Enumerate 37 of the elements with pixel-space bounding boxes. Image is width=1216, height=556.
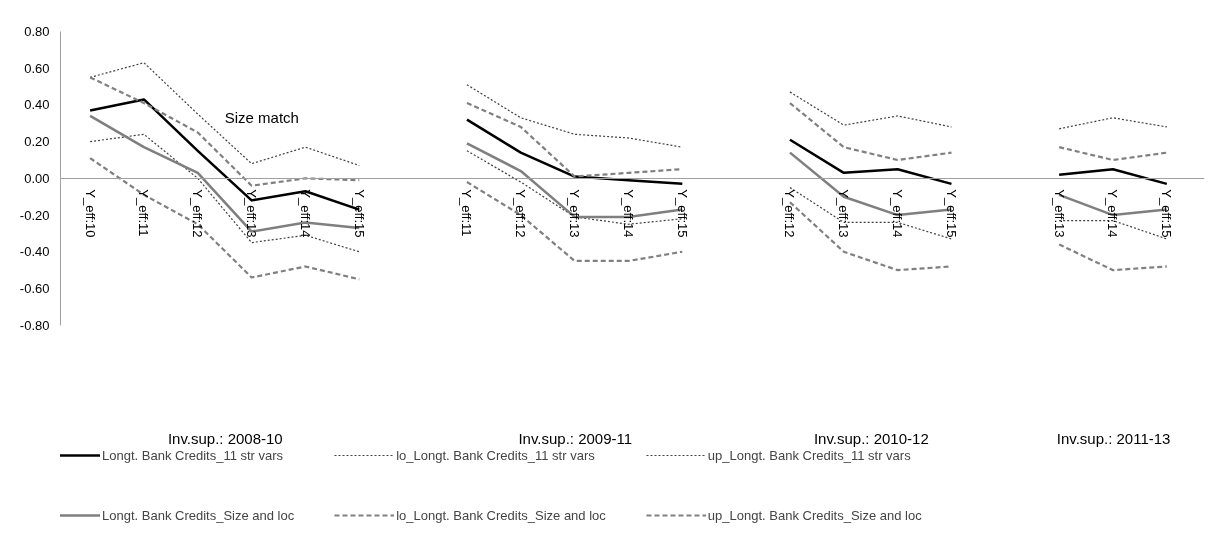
y-tick-label: 0.80 — [24, 24, 50, 39]
y-tick-label: -0.40 — [19, 244, 50, 260]
x-tick-label: Y_eff:12 — [513, 189, 529, 238]
legend-label: Longt. Bank Credits_Size and loc — [102, 507, 295, 523]
x-tick-label: Y_eff:15 — [674, 189, 690, 238]
y-tick-label: 0.20 — [24, 134, 50, 150]
y-tick-label: -0.80 — [19, 317, 50, 333]
x-tick-label: Y_eff:15 — [351, 189, 367, 238]
x-tick-label: Y_eff:13 — [244, 189, 260, 238]
x-tick-label: Y_eff:14 — [1105, 189, 1121, 238]
x-tick-label: Y_eff:11 — [136, 189, 152, 237]
x-tick-label: Y_eff:13 — [567, 189, 583, 238]
text: Inv.sup.: 2010-12 — [813, 429, 929, 447]
x-tick-label: Y_eff:10 — [82, 189, 98, 238]
y-tick-label: 0.00 — [24, 170, 50, 186]
legend-label: up_Longt. Bank Credits_11 str vars — [707, 447, 911, 463]
x-tick-label: Y_eff:15 — [943, 189, 959, 238]
text: Inv.sup.: 2011-13 — [1056, 429, 1171, 447]
x-tick-label: Y_eff:14 — [620, 189, 636, 238]
x-tick-label: Y_eff:13 — [1051, 189, 1067, 238]
text: Inv.sup.: 2008-10 — [167, 429, 283, 447]
legend-label: lo_Longt. Bank Credits_11 str vars — [396, 447, 595, 463]
x-tick-label: Y_eff:13 — [836, 189, 852, 238]
text: Inv.sup.: 2009-11 — [518, 429, 633, 447]
x-tick-label: Y_eff:12 — [782, 189, 798, 238]
y-tick-label: -0.60 — [19, 281, 50, 296]
y-tick-label: 0.60 — [24, 60, 50, 76]
y-tick-label: 0.40 — [24, 97, 50, 113]
legend-label: up_Longt. Bank Credits_Size and loc — [707, 507, 922, 523]
x-tick-label: Y_eff:11 — [459, 189, 475, 237]
x-tick-label: Y_eff:14 — [890, 189, 906, 238]
y-tick-label: -0.20 — [19, 207, 50, 223]
x-tick-label: Y_eff:15 — [1159, 189, 1175, 238]
legend-label: lo_Longt. Bank Credits_Size and loc — [396, 507, 606, 523]
annotation: Size match — [224, 109, 299, 127]
legend-label: Longt. Bank Credits_11 str vars — [102, 447, 284, 463]
x-tick-label: Y_eff:12 — [190, 189, 206, 238]
